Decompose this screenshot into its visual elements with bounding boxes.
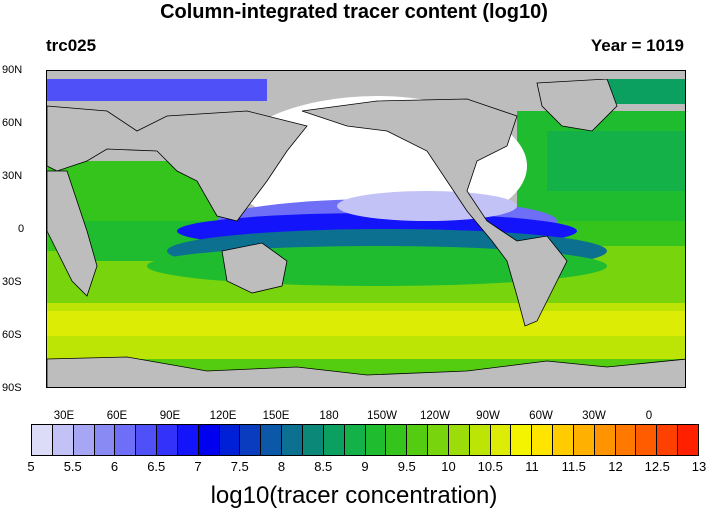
colorbar-tick-label: 6.5 [147, 459, 166, 474]
colorbar-tick-label: 12 [608, 459, 623, 474]
lon-label-60w: 60W [529, 410, 553, 422]
colorbar-swatch [198, 425, 220, 455]
colorbar-swatch [32, 425, 53, 455]
colorbar-swatch [115, 425, 137, 455]
colorbar-tick-label: 13 [691, 459, 707, 474]
colorbar-tick-label: 9.5 [397, 459, 416, 474]
colorbar-swatch [94, 425, 116, 455]
lon-label-0: 0 [645, 410, 653, 422]
lon-label-90w: 90W [476, 410, 500, 422]
lat-label-60s: 60S [2, 329, 22, 341]
colorbar-swatch [52, 425, 74, 455]
colorbar [31, 424, 699, 456]
colorbar-title: log10(tracer concentration) [210, 482, 498, 509]
colorbar-swatch [594, 425, 616, 455]
lat-label-30s: 30S [2, 276, 22, 288]
lon-label-120w: 120W [419, 410, 451, 422]
colorbar-swatch [553, 425, 574, 455]
map-title: Column-integrated tracer content (log10) [160, 1, 548, 23]
colorbar-tick-label: 10 [441, 459, 456, 474]
colorbar-tick-label: 8.5 [314, 459, 333, 474]
colorbar-tick-label: 11 [525, 459, 539, 474]
colorbar-swatch [469, 425, 491, 455]
lat-label-90n: 90N [2, 64, 23, 76]
lon-label-120e: 120E [209, 410, 237, 422]
colorbar-swatch [407, 425, 429, 455]
colorbar-swatch [573, 425, 595, 455]
colorbar-swatch [73, 425, 95, 455]
colorbar-swatch [365, 425, 387, 455]
colorbar-swatch [323, 425, 345, 455]
colorbar-tick-label: 10.5 [477, 459, 503, 474]
colorbar-swatch [219, 425, 241, 455]
colorbar-tick-label: 7 [194, 459, 202, 474]
lon-label-180: 180 [319, 410, 339, 422]
colorbar-swatch [344, 425, 366, 455]
lat-label-0: 0 [18, 223, 25, 235]
colorbar-swatch [448, 425, 470, 455]
colorbar-tick-label: 8 [277, 459, 286, 474]
colorbar-tick-label: 6 [110, 459, 119, 474]
colorbar-swatch [157, 425, 178, 455]
lat-label-60n: 60N [2, 117, 23, 129]
lon-label-90e: 90E [159, 410, 181, 422]
colorbar-swatch [428, 425, 449, 455]
year-label: Year = 1019 [590, 36, 684, 55]
lat-label-30n: 30N [2, 170, 23, 182]
colorbar-swatch [261, 425, 283, 455]
colorbar-swatch [386, 425, 408, 455]
tracer-name: trc025 [46, 36, 97, 55]
colorbar-tick-label: 11.5 [561, 459, 586, 474]
colorbar-tick-label: 9 [361, 459, 369, 474]
lon-label-60e: 60E [106, 410, 128, 422]
lon-label-150w: 150W [366, 410, 398, 422]
colorbar-tick-label: 7.5 [230, 459, 249, 474]
map-field [47, 71, 685, 387]
colorbar-swatch [282, 425, 303, 455]
lat-label-90s: 90S [2, 382, 22, 394]
colorbar-swatch [302, 425, 324, 455]
colorbar-swatch [532, 425, 554, 455]
colorbar-swatch [615, 425, 637, 455]
map-plot [46, 70, 686, 388]
colorbar-swatch [490, 425, 512, 455]
colorbar-tick-label: 5 [27, 459, 35, 474]
lon-label-30w: 30W [582, 410, 606, 422]
lon-label-150e: 150E [262, 410, 290, 422]
colorbar-tick-label: 5.5 [63, 459, 82, 474]
colorbar-swatch [136, 425, 158, 455]
lon-label-30e: 30E [53, 410, 75, 422]
colorbar-swatch [657, 425, 679, 455]
colorbar-swatch [240, 425, 262, 455]
colorbar-swatch [177, 425, 199, 455]
colorbar-swatch [678, 425, 698, 455]
colorbar-tick-label: 12.5 [644, 459, 670, 474]
colorbar-swatch [636, 425, 658, 455]
colorbar-swatch [511, 425, 533, 455]
